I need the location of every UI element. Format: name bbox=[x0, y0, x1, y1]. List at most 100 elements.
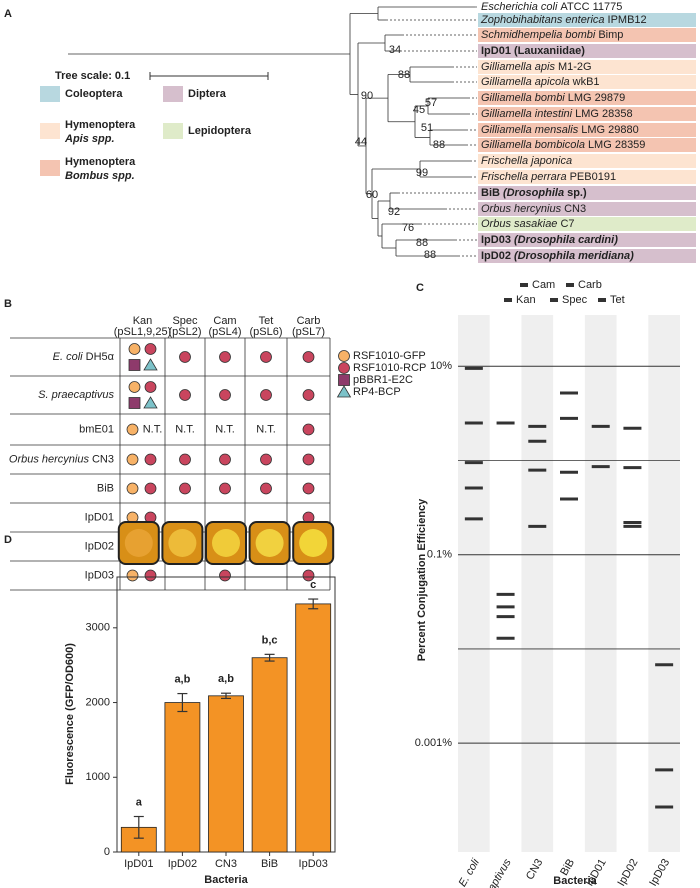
leaf-label-part: Frischella japonica bbox=[481, 155, 572, 167]
support-value: 88 bbox=[433, 139, 445, 151]
column-plasmids: (pSL7) bbox=[292, 326, 325, 338]
legend-label: Coleoptera bbox=[65, 88, 123, 100]
row-label-part: bmE01 bbox=[79, 423, 114, 435]
leaf-label-part: C7 bbox=[560, 218, 574, 230]
support-value: 88 bbox=[424, 249, 436, 261]
legend-sublabel: Apis spp. bbox=[64, 133, 115, 145]
cell-symbol bbox=[179, 453, 191, 466]
y-axis-title: Fluorescence (GFP/OD600) bbox=[64, 643, 76, 785]
legend-label: Hymenoptera bbox=[65, 156, 136, 168]
y-tick-label: 10% bbox=[430, 360, 452, 372]
significance-label: a bbox=[136, 796, 143, 808]
leaf-label-part: IpD01 bbox=[481, 45, 511, 57]
row-label-part: Orbus hercynius bbox=[9, 453, 90, 465]
column-plasmids: (pSL4) bbox=[208, 326, 241, 338]
legend-swatch bbox=[163, 86, 183, 102]
leaf-label: IpD01 (Lauxaniidae) bbox=[481, 45, 585, 57]
leaf-label-part: LMG 29879 bbox=[568, 92, 625, 104]
leaf-label-part: Frischella perrara bbox=[481, 171, 567, 183]
y-tick-label: 3000 bbox=[86, 622, 110, 634]
x-tick-label: BiB bbox=[261, 858, 278, 870]
y-tick-label: 0 bbox=[104, 846, 110, 858]
column-header: Carb bbox=[297, 315, 321, 327]
leaf-highlight bbox=[478, 123, 696, 137]
leaf-label-part: Gilliamella apicola bbox=[481, 76, 570, 88]
legend-swatch bbox=[40, 123, 60, 139]
leaf-label: Gilliamella bombicola LMG 28359 bbox=[481, 139, 645, 151]
legend-label: RP4-BCP bbox=[353, 386, 401, 398]
cell-symbol bbox=[260, 482, 272, 495]
leaf-highlight bbox=[478, 233, 696, 247]
leaf-label: Escherichia coli ATCC 11775 bbox=[481, 1, 622, 13]
leaf-label-part: (Drosophila bbox=[503, 187, 564, 199]
column-header: Spec bbox=[172, 315, 198, 327]
leaf-label-part: M1-2G bbox=[558, 61, 592, 73]
column-plasmids: (pSL2) bbox=[168, 326, 201, 338]
legend-label: Carb bbox=[578, 279, 602, 291]
leaf-label-part: (Drosophila cardini) bbox=[514, 234, 618, 246]
column-header: Kan bbox=[133, 315, 153, 327]
cell-symbol bbox=[143, 396, 158, 409]
cell-symbol bbox=[144, 343, 157, 355]
cell-symbol bbox=[260, 351, 272, 363]
leaf-label-part: (Lauxaniidae) bbox=[514, 45, 585, 57]
legend-label: Tet bbox=[610, 294, 625, 306]
row-label-part: DH5α bbox=[86, 351, 115, 363]
bar bbox=[295, 603, 332, 853]
leaf-label-part: Orbus hercynius bbox=[481, 203, 562, 215]
leaf-label: Gilliamella bombi LMG 29879 bbox=[481, 92, 625, 104]
x-tick-label: CN3 bbox=[215, 858, 237, 870]
support-value: 90 bbox=[361, 90, 373, 102]
significance-label: a,b bbox=[174, 673, 190, 685]
support-value: 92 bbox=[388, 206, 400, 218]
y-tick-label: 0.1% bbox=[427, 549, 452, 561]
leaf-highlight bbox=[478, 249, 696, 263]
bar bbox=[164, 702, 201, 853]
support-value: 60 bbox=[366, 189, 378, 201]
leaf-label: Orbus sasakiae C7 bbox=[481, 218, 575, 230]
support-value: 34 bbox=[389, 44, 401, 56]
leaf-label-part: Gilliamella bombicola bbox=[481, 139, 585, 151]
cell-symbol bbox=[126, 423, 139, 436]
legend-label: Kan bbox=[516, 294, 536, 306]
legend-symbol bbox=[336, 385, 352, 398]
leaf-label-part: BiB bbox=[481, 187, 500, 199]
leaf-label-part: Orbus sasakiae bbox=[481, 218, 557, 230]
leaf-highlight bbox=[478, 170, 696, 184]
cell-symbol bbox=[219, 453, 231, 466]
leaf-label-part: PEB0191 bbox=[570, 171, 616, 183]
cell-symbol bbox=[302, 389, 315, 401]
row-label-part: BiB bbox=[97, 482, 114, 494]
leaf-label-part: (Drosophila meridiana) bbox=[514, 250, 634, 262]
x-tick-label: IpD02 bbox=[168, 858, 197, 870]
support-value: 45 bbox=[413, 104, 425, 116]
legend-label: RSF1010-GFP bbox=[353, 350, 426, 362]
legend-label: Diptera bbox=[188, 88, 227, 100]
cell-symbol bbox=[144, 381, 157, 393]
y-tick-label: 1000 bbox=[86, 771, 110, 783]
leaf-label-part: LMG 28359 bbox=[588, 139, 645, 151]
leaf-highlight bbox=[478, 13, 696, 27]
bar bbox=[208, 695, 244, 853]
cell-symbol bbox=[260, 389, 272, 401]
cell-symbol bbox=[144, 569, 157, 582]
leaf-highlight bbox=[478, 202, 696, 216]
not-tested: N.T. bbox=[143, 423, 163, 435]
row-label-part: IpD03 bbox=[85, 569, 114, 581]
culture-colony bbox=[212, 529, 240, 557]
leaf-highlight bbox=[478, 44, 696, 58]
leaf-label: Orbus hercynius CN3 bbox=[481, 203, 586, 215]
support-value: 76 bbox=[402, 222, 414, 234]
leaf-label-part: ATCC 11775 bbox=[560, 1, 622, 13]
x-axis-title: Bacteria bbox=[204, 874, 248, 886]
cell-symbol bbox=[128, 343, 141, 355]
row-label: BiB bbox=[97, 482, 114, 494]
y-tick-label: 2000 bbox=[86, 696, 110, 708]
leaf-label-part: Gilliamella apis bbox=[481, 61, 555, 73]
leaf-label: BiB (Drosophila sp.) bbox=[481, 187, 587, 199]
leaf-label: Gilliamella mensalis LMG 29880 bbox=[481, 124, 639, 136]
culture-colony bbox=[299, 529, 328, 557]
plot-area bbox=[458, 315, 680, 852]
